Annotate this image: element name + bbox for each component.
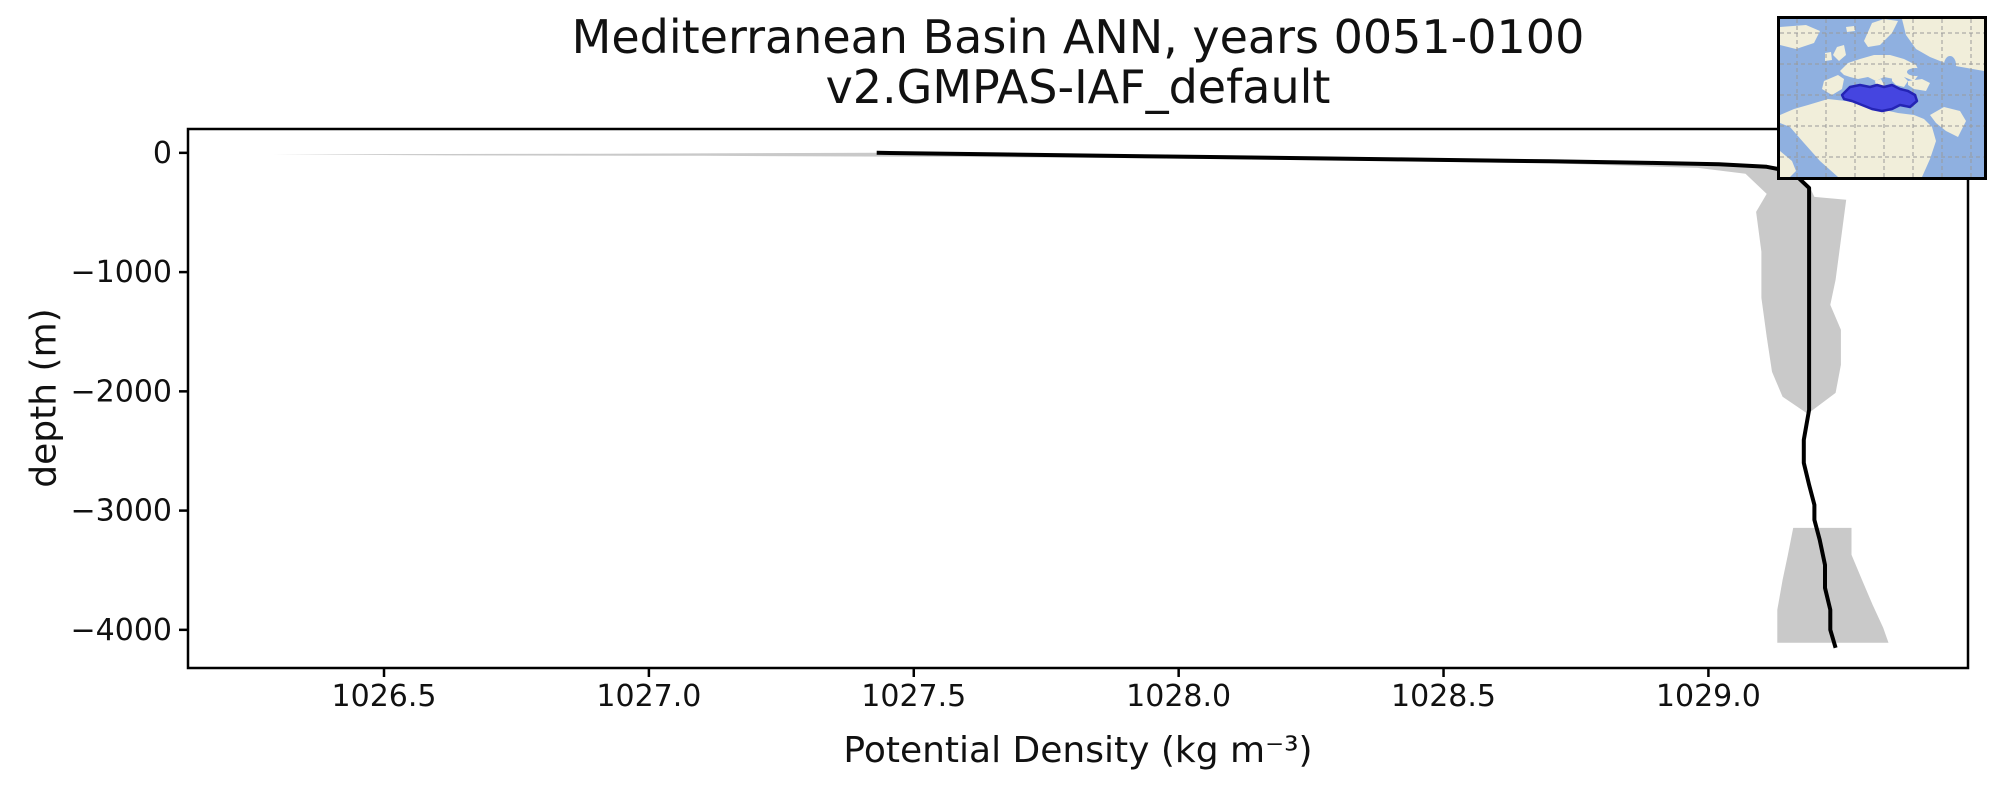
- land-greenland: [1780, 25, 1820, 49]
- x-tick-label: 1026.5: [332, 679, 437, 714]
- land-iceland: [1846, 26, 1855, 32]
- land-russia: [1902, 19, 1984, 71]
- x-axis-label: Potential Density (kg m⁻³): [843, 730, 1313, 771]
- x-tick-label: 1029.0: [1656, 679, 1761, 714]
- land-britain: [1833, 45, 1846, 61]
- x-tick-label: 1028.0: [1126, 679, 1231, 714]
- chart-title: Mediterranean Basin ANN, years 0051-0100: [571, 10, 1585, 64]
- land-balkans: [1892, 75, 1908, 87]
- mediterranean-highlight: [1840, 83, 1919, 113]
- title-block: Mediterranean Basin ANN, years 0051-0100…: [188, 12, 1968, 112]
- map-caspian-sea: [1944, 56, 1956, 74]
- land-arabia: [1930, 107, 1966, 137]
- map-black-sea: [1907, 68, 1925, 76]
- land-ireland: [1825, 52, 1832, 61]
- y-tick-label: −3000: [71, 494, 172, 529]
- density-profile-line: [876, 150, 1838, 649]
- uncertainty-band: [1777, 527, 1889, 643]
- uncertainty-band: [272, 152, 1847, 415]
- y-tick-label: 0: [153, 136, 172, 171]
- axes-frame: [186, 127, 1970, 670]
- chart-subtitle: v2.GMPAS-IAF_default: [825, 60, 1331, 114]
- y-tick-label: −4000: [71, 613, 172, 648]
- x-tick-label: 1027.5: [861, 679, 966, 714]
- land-iberia: [1822, 75, 1844, 95]
- inset-map: [1777, 16, 1987, 180]
- y-tick-label: −2000: [71, 374, 172, 409]
- y-axis-label: depth (m): [23, 308, 65, 488]
- land-europe: [1840, 55, 1920, 81]
- y-tick-label: −1000: [71, 255, 172, 290]
- x-tick-label: 1027.0: [596, 679, 701, 714]
- inset-map-canvas: [1780, 19, 1984, 177]
- map-highlight-group: [1840, 83, 1919, 113]
- x-tick-label: 1028.5: [1391, 679, 1496, 714]
